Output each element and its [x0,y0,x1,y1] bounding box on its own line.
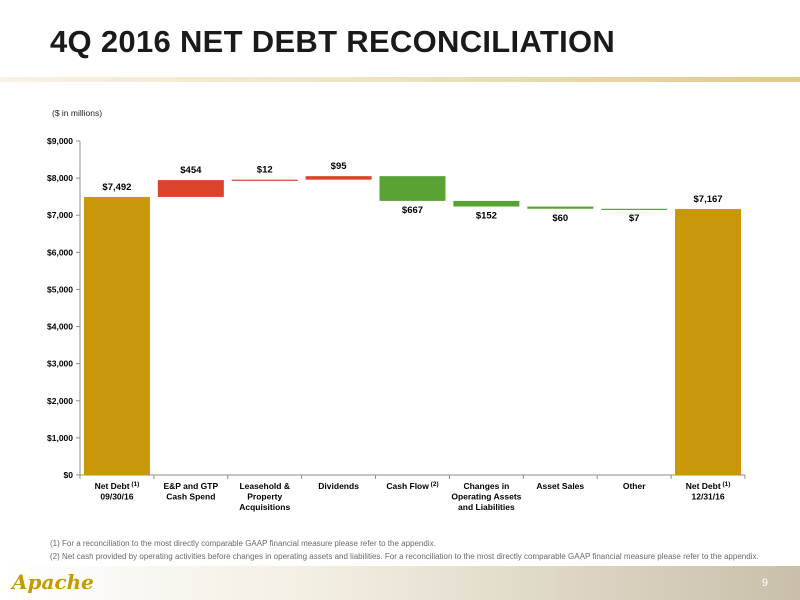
apache-logo: Apache [12,570,94,594]
x-category-label: Cash Flow (2) [386,481,438,491]
bar-decrease [453,200,520,207]
data-label: $60 [552,213,568,224]
x-category-label: 09/30/16 [100,492,133,502]
x-category-label: Net Debt (1) [95,481,140,491]
x-category-label: Operating Assets [451,492,521,502]
data-label: $7,167 [694,194,723,205]
title-divider [0,77,800,82]
y-tick-label: $9,000 [47,136,73,146]
x-category-label: Net Debt (1) [686,481,731,491]
bar-decrease [601,208,668,210]
bar-increase [305,176,372,180]
data-label: $667 [402,205,423,216]
bar-increase [231,179,298,181]
x-category-label: Other [623,481,646,491]
footnote-2: (2) Net cash provided by operating activ… [50,552,759,561]
x-category-label: Property [247,492,282,502]
x-category-label: E&P and GTP [164,481,219,491]
y-tick-label: $7,000 [47,210,73,220]
x-category-label: Cash Spend [166,492,215,502]
units-label: ($ in millions) [52,108,103,118]
x-category-label: Leasehold & [239,481,290,491]
y-tick-label: $3,000 [47,359,73,369]
x-category-label: and Liabilities [458,502,515,512]
data-label: $95 [331,161,348,172]
y-tick-label: $5,000 [47,284,73,294]
footnotes: (1) For a reconciliation to the most dir… [50,537,759,563]
footer-band [0,566,800,600]
y-tick-label: $6,000 [47,247,73,257]
bar-decrease [527,206,594,209]
x-category-label: 12/31/16 [692,492,725,502]
footnote-superscript: (1) [130,481,140,488]
bar-decrease [379,176,446,201]
x-category-label: Asset Sales [536,481,584,491]
y-tick-label: $4,000 [47,322,73,332]
bar-increase [157,180,224,197]
y-tick-label: $0 [64,470,74,480]
data-label: $7 [629,213,640,224]
footnote-superscript: (1) [721,481,731,488]
bar-total [83,196,150,475]
x-category-label: Changes in [463,481,509,491]
data-label: $152 [476,211,497,222]
data-label: $7,492 [102,182,131,193]
data-label: $12 [257,165,273,176]
y-tick-label: $2,000 [47,396,73,406]
footnote-superscript: (2) [429,481,439,488]
x-category-label: Acquisitions [239,502,290,512]
page-title: 4Q 2016 NET DEBT RECONCILIATION [50,24,616,59]
y-tick-label: $8,000 [47,173,73,183]
y-tick-label: $1,000 [47,433,73,443]
page-number: 9 [761,577,768,589]
x-category-label: Dividends [318,481,359,491]
footnote-1: (1) For a reconciliation to the most dir… [50,539,436,548]
data-label: $454 [180,165,202,176]
bar-total [675,209,742,476]
